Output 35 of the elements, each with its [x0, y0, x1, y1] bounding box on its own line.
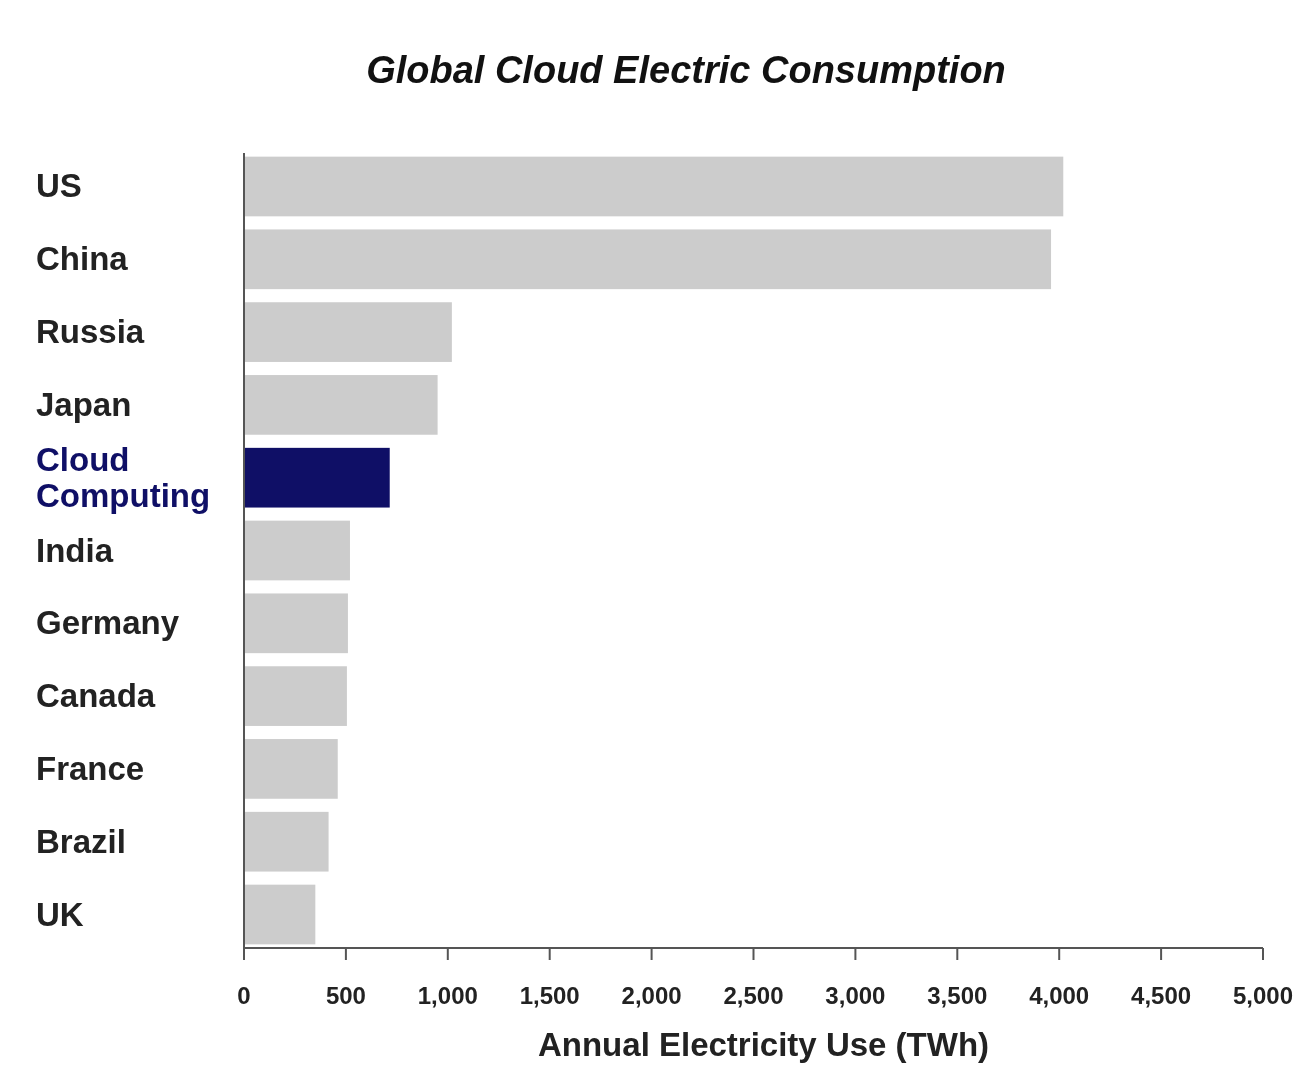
y-tick-label: Cloud Computing	[36, 440, 211, 514]
x-tick-label: 3,000	[825, 982, 886, 1009]
x-tick-label: 4,000	[1029, 982, 1090, 1009]
x-tick-label: 0	[237, 982, 251, 1009]
bar	[244, 593, 348, 654]
y-tick-label: Russia	[36, 313, 145, 351]
x-tick-label: 1,500	[519, 982, 580, 1009]
x-tick-label: 3,500	[927, 982, 988, 1009]
x-tick-label: 500	[325, 982, 366, 1009]
y-tick-label: India	[36, 531, 114, 569]
y-tick-label: Canada	[36, 677, 156, 715]
y-tick-label: Brazil	[36, 822, 126, 860]
y-tick-label: China	[36, 240, 129, 278]
bar	[244, 739, 338, 799]
bar	[244, 884, 316, 945]
bar	[244, 156, 1064, 217]
x-tick-label: 2,500	[723, 982, 784, 1009]
y-tick-label: Germany	[36, 604, 180, 642]
y-tick-label: UK	[36, 895, 84, 933]
bar	[244, 666, 347, 726]
chart-title: Global Cloud Electric Consumption	[366, 49, 1006, 91]
bar	[244, 811, 329, 872]
bar	[244, 520, 350, 581]
bar	[244, 302, 452, 362]
x-tick-label: 1,000	[417, 982, 478, 1009]
x-tick-label: 4,500	[1131, 982, 1192, 1009]
y-tick-label: Japan	[36, 385, 132, 423]
x-tick-label: 5,000	[1232, 982, 1294, 1009]
y-tick-label: France	[36, 749, 145, 787]
x-tick-label: 2,000	[621, 982, 682, 1009]
bar	[244, 447, 390, 508]
bar	[244, 229, 1052, 290]
bar	[244, 375, 438, 435]
y-tick-label: US	[36, 167, 82, 205]
x-axis-title: Annual Electricity Use (TWh)	[537, 1026, 990, 1063]
